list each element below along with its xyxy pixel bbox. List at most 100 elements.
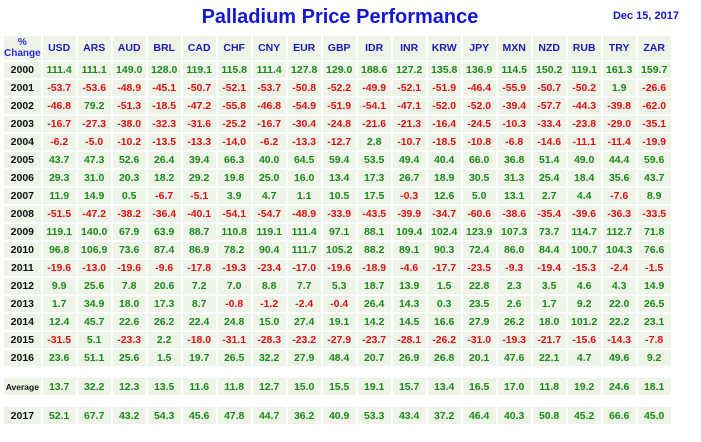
percent-change-cell: 26.8 [427,350,461,366]
percent-change-cell: 35.6 [602,170,636,186]
percent-change-cell: 90.3 [427,242,461,258]
percent-change-cell: 20.3 [112,170,146,186]
percent-change-cell: -39.6 [567,206,601,222]
percent-change-cell: -23.5 [462,260,496,276]
percent-change-cell: -27.9 [322,332,356,348]
percent-change-cell: -33.4 [532,116,566,132]
percent-change-cell: 102.4 [427,224,461,240]
table-body: 2000 111.4 111.1 149.0 128.0 119.1 115.8 111.4 1… [4,62,671,424]
percent-change-cell: -4.6 [392,260,426,276]
percent-change-cell: -7.8 [637,332,671,348]
percent-change-cell: -19.9 [637,134,671,150]
percent-change-cell: -14.0 [217,134,251,150]
percent-change-cell: 63.9 [147,224,181,240]
percent-change-cell: 4.3 [602,278,636,294]
percent-change-cell: 106.9 [77,242,111,258]
percent-change-cell: 52.1 [42,407,76,424]
percent-change-cell: 19.1 [357,378,391,395]
percent-change-cell: -36.3 [602,206,636,222]
percent-change-cell: -57.7 [532,98,566,114]
percent-change-cell: -31.6 [182,116,216,132]
percent-change-cell: -38.2 [112,206,146,222]
percent-change-cell: 20.6 [147,278,181,294]
percent-change-cell: 150.2 [532,62,566,78]
currency-header: CNY [252,36,286,60]
percent-change-cell: -23.3 [112,332,146,348]
percent-change-cell: 30.5 [462,170,496,186]
percent-change-cell: 27.4 [287,314,321,330]
percent-change-cell: 67.7 [77,407,111,424]
percent-change-cell: -16.7 [252,116,286,132]
percent-change-cell: 19.2 [567,378,601,395]
row-year-label: 2007 [4,188,41,204]
table-row: 2004 -6.2 -5.0 -10.2 -13.5 -13.3 -14.0 -6.2 -13.… [4,134,671,150]
row-year-label: 2010 [4,242,41,258]
percent-change-cell: -1.5 [637,260,671,276]
percent-change-cell: 159.7 [637,62,671,78]
percent-change-cell: 18.4 [567,170,601,186]
percent-change-cell: 109.4 [392,224,426,240]
percent-change-cell: 110.8 [217,224,251,240]
percent-change-header: % Change [4,36,41,60]
percent-change-cell: 8.7 [182,296,216,312]
percent-change-cell: -31.5 [42,332,76,348]
percent-change-cell: 59.4 [322,152,356,168]
percent-change-cell: 1.5 [427,278,461,294]
percent-change-cell: -15.3 [567,260,601,276]
percent-change-cell: -45.1 [147,80,181,96]
currency-header: IDR [357,36,391,60]
percent-change-cell: -23.2 [287,332,321,348]
table-row: 2008 -51.5 -47.2 -38.2 -36.4 -40.1 -54.1 -54.7-… [4,206,671,222]
percent-change-cell: 5.0 [462,188,496,204]
percent-change-cell: 51.4 [532,152,566,168]
percent-change-cell: -46.8 [42,98,76,114]
percent-change-cell: -51.9 [322,98,356,114]
percent-change-cell: 18.0 [112,296,146,312]
percent-change-cell: -50.8 [287,80,321,96]
percent-change-cell: 37.2 [427,407,461,424]
percent-change-cell: -50.7 [532,80,566,96]
row-year-label: 2009 [4,224,41,240]
percent-change-cell: -32.3 [147,116,181,132]
percent-change-cell: 100.7 [567,242,601,258]
percent-change-cell: -14.6 [532,134,566,150]
percent-change-cell: -6.7 [147,188,181,204]
table-row: 2007 11.9 14.9 0.5 -6.7 -5.1 3.9 4.7 1.1 10.5 17.5… [4,188,671,204]
currency-header: BRL [147,36,181,60]
percent-change-cell: 50.8 [532,407,566,424]
percent-change-cell: -38.6 [497,206,531,222]
currency-header: INR [392,36,426,60]
percent-change-cell: 18.7 [357,278,391,294]
percent-change-cell: 87.4 [147,242,181,258]
percent-change-cell: 161.3 [602,62,636,78]
row-year-label: 2012 [4,278,41,294]
percent-change-cell: -36.4 [147,206,181,222]
percent-change-cell: -54.1 [217,206,251,222]
percent-change-cell: -43.5 [357,206,391,222]
currency-header: CHF [217,36,251,60]
percent-change-cell: -0.8 [217,296,251,312]
page-title: Palladium Price Performance [201,6,479,28]
row-year-label: 2002 [4,98,41,114]
table-row: 2001 -53.7 -53.6 -48.9 -45.1 -50.7 -52.1 -53.7-… [4,80,671,96]
percent-change-cell: 4.7 [567,350,601,366]
percent-change-cell: 47.6 [497,350,531,366]
percent-change-cell: -33.5 [637,206,671,222]
percent-change-cell: 17.3 [357,170,391,186]
percent-change-cell: 23.5 [462,296,496,312]
percent-change-cell: 13.4 [322,170,356,186]
corner-change: Change [4,48,41,59]
percent-change-cell: 16.0 [287,170,321,186]
percent-change-cell: 140.0 [77,224,111,240]
percent-change-cell: 5.1 [77,332,111,348]
percent-change-cell: -51.9 [427,80,461,96]
percent-change-cell: 13.4 [427,378,461,395]
percent-change-cell: 11.9 [42,188,76,204]
percent-change-cell: 76.6 [637,242,671,258]
percent-change-cell: -6.8 [497,134,531,150]
percent-change-cell: 40.9 [322,407,356,424]
percent-change-cell: 88.2 [357,242,391,258]
percent-change-cell: -30.4 [287,116,321,132]
row-year-label: 2017 [4,407,41,424]
table-row: 2009 119.1 140.0 67.9 63.9 88.7 110.8 119.1 111.… [4,224,671,240]
